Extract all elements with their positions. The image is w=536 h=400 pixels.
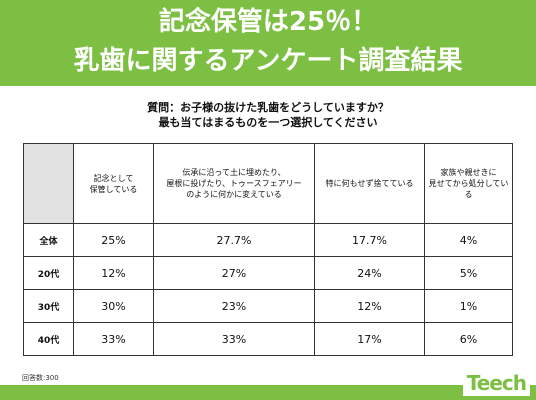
table-cell: 12%: [314, 289, 425, 323]
title-banner: 記念保管は25％！ 乳歯に関するアンケート調査結果: [0, 0, 536, 86]
table-cell: 23%: [153, 289, 315, 323]
table-cell: 27%: [153, 256, 315, 290]
title-line-2: 乳歯に関するアンケート調査結果: [73, 46, 463, 76]
row-label: 40代: [23, 322, 74, 356]
header-keep-as-memento: 記念として 保管している: [73, 143, 154, 224]
table-cell: 30%: [73, 289, 154, 323]
table-header-row: 記念として 保管している 伝承に沿って土に埋めたり、 屋根に投げたり、トゥースフ…: [23, 143, 513, 224]
table-cell: 17.7%: [314, 223, 425, 257]
table-cell: 12%: [73, 256, 154, 290]
title-line-1: 記念保管は25％！: [158, 7, 378, 37]
table-cell: 24%: [314, 256, 425, 290]
header-show-then-dispose: 家族や親せきに 見せてから処分している: [424, 143, 513, 224]
header-label: 伝承に沿って土に埋めたり、 屋根に投げたり、トゥースフェアリー のように何かに変…: [166, 168, 302, 199]
header-label: 家族や親せきに 見せてから処分している: [428, 168, 509, 199]
table-cell: 4%: [424, 223, 513, 257]
table-cell: 33%: [73, 322, 154, 356]
bottom-bar: [0, 385, 536, 400]
row-label: 20代: [23, 256, 74, 290]
respondent-count: 回答数:300: [22, 374, 59, 382]
table-row: 20代 12% 27% 24% 5%: [23, 256, 513, 290]
header-label: 特に何もせず捨てている: [325, 179, 414, 188]
header-corner-cell: [23, 143, 74, 224]
header-throw-away: 特に何もせず捨てている: [314, 143, 425, 224]
question-line-2: 最も当てはまるものを一つ選択してください: [158, 116, 378, 129]
table-row: 30代 30% 23% 12% 1%: [23, 289, 513, 323]
table-cell: 1%: [424, 289, 513, 323]
results-table: 記念として 保管している 伝承に沿って土に埋めたり、 屋根に投げたり、トゥースフ…: [23, 143, 513, 356]
table-row: 全体 25% 27.7% 17.7% 4%: [23, 223, 513, 257]
table-cell: 5%: [424, 256, 513, 290]
row-label: 全体: [23, 223, 74, 257]
table-cell: 27.7%: [153, 223, 315, 257]
row-label: 30代: [23, 289, 74, 323]
table-cell: 33%: [153, 322, 315, 356]
question-line-1: 質問：お子様の抜けた乳歯をどうしていますか？: [147, 101, 389, 114]
teech-logo: Teech: [462, 370, 530, 396]
table-cell: 6%: [424, 322, 513, 356]
header-tradition: 伝承に沿って土に埋めたり、 屋根に投げたり、トゥースフェアリー のように何かに変…: [153, 143, 315, 224]
table-cell: 25%: [73, 223, 154, 257]
table-cell: 17%: [314, 322, 425, 356]
header-label: 記念として 保管している: [89, 173, 138, 194]
survey-question: 質問：お子様の抜けた乳歯をどうしていますか？ 最も当てはまるものを一つ選択してく…: [0, 100, 536, 130]
table-row: 40代 33% 33% 17% 6%: [23, 322, 513, 356]
